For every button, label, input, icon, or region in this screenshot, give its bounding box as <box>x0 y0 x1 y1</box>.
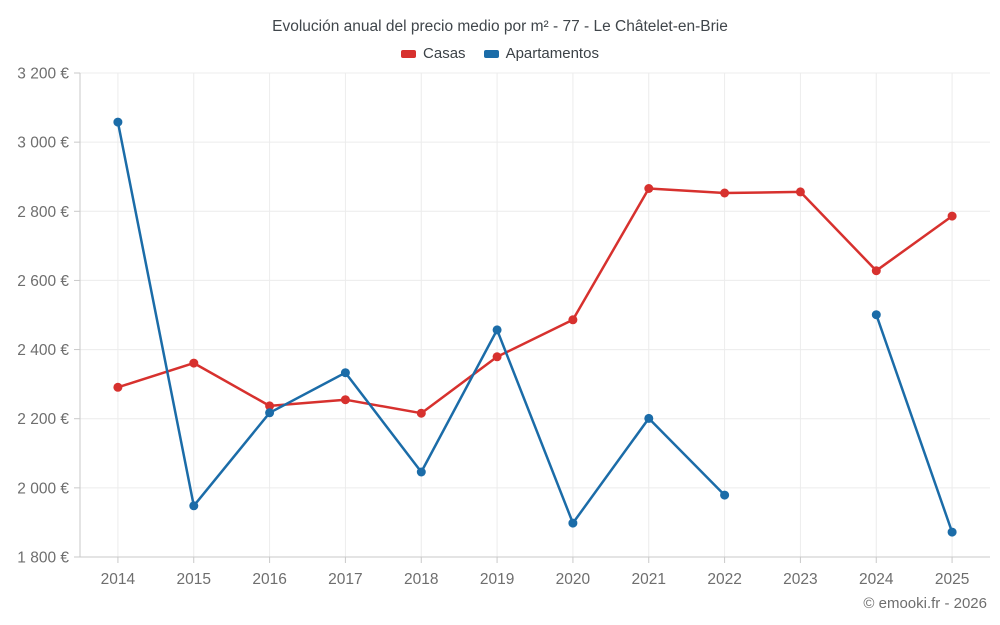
y-axis-tick-label: 1 800 € <box>17 550 69 567</box>
y-axis-tick-label: 3 200 € <box>17 66 69 83</box>
data-point-apartamentos-2022 <box>720 490 730 500</box>
data-point-apartamentos-2017 <box>340 368 350 378</box>
data-point-casas-2020 <box>568 315 578 325</box>
x-axis-tick-label: 2024 <box>859 571 894 588</box>
x-axis-tick-label: 2014 <box>101 571 136 588</box>
x-axis-tick-label: 2023 <box>783 571 817 588</box>
series-line-apartamentos <box>116 120 954 534</box>
data-point-casas-2014 <box>113 382 123 392</box>
data-point-casas-2022 <box>720 188 730 198</box>
legend-item-casas[interactable]: Casas <box>401 45 466 62</box>
data-point-casas-2016 <box>265 401 275 411</box>
x-axis-tick-label: 2016 <box>252 571 286 588</box>
legend-item-apartamentos[interactable]: Apartamentos <box>483 45 599 62</box>
data-point-apartamentos-2019 <box>492 325 502 335</box>
legend-label-casas: Casas <box>423 45 466 62</box>
copyright-credit: © emooki.fr - 2026 <box>863 595 987 612</box>
data-point-apartamentos-2024 <box>871 310 881 320</box>
x-axis-tick-label: 2019 <box>480 571 514 588</box>
y-axis-tick-label: 2 000 € <box>17 480 69 497</box>
chart-title: Evolución anual del precio medio por m² … <box>272 18 728 35</box>
x-axis-tick-label: 2018 <box>404 571 438 588</box>
x-axis-tick-label: 2017 <box>328 571 362 588</box>
data-point-casas-2025 <box>947 211 957 221</box>
data-point-casas-2015 <box>189 358 199 368</box>
data-point-casas-2017 <box>340 395 350 405</box>
legend-swatch-casas-icon <box>401 49 417 58</box>
legend: Casas Apartamentos <box>0 45 1000 62</box>
x-axis-tick-label: 2021 <box>632 571 666 588</box>
x-axis-tick-label: 2025 <box>935 571 969 588</box>
data-point-casas-2024 <box>871 266 881 276</box>
y-axis-tick-label: 2 400 € <box>17 342 69 359</box>
data-point-apartamentos-2016 <box>265 408 275 418</box>
series-line-casas <box>116 187 954 415</box>
data-point-casas-2018 <box>416 408 426 418</box>
y-axis-tick-label: 2 200 € <box>17 411 69 428</box>
data-point-apartamentos-2025 <box>947 527 957 537</box>
y-axis-tick-label: 3 000 € <box>17 135 69 152</box>
y-axis-tick-label: 2 800 € <box>17 204 69 221</box>
legend-label-apartamentos: Apartamentos <box>505 45 599 62</box>
data-point-apartamentos-2020 <box>568 518 578 528</box>
data-point-casas-2021 <box>644 184 654 193</box>
x-axis-tick-label: 2015 <box>177 571 211 588</box>
data-point-apartamentos-2021 <box>644 413 654 423</box>
x-axis-tick-label: 2022 <box>707 571 741 588</box>
data-point-casas-2023 <box>795 187 805 197</box>
data-point-apartamentos-2015 <box>189 501 199 511</box>
y-axis-tick-label: 2 600 € <box>17 273 69 290</box>
legend-swatch-apartamentos-icon <box>483 49 499 58</box>
data-point-apartamentos-2014 <box>113 117 123 127</box>
data-point-casas-2019 <box>492 352 502 362</box>
data-point-apartamentos-2018 <box>416 467 426 477</box>
x-axis-tick-label: 2020 <box>556 571 591 588</box>
